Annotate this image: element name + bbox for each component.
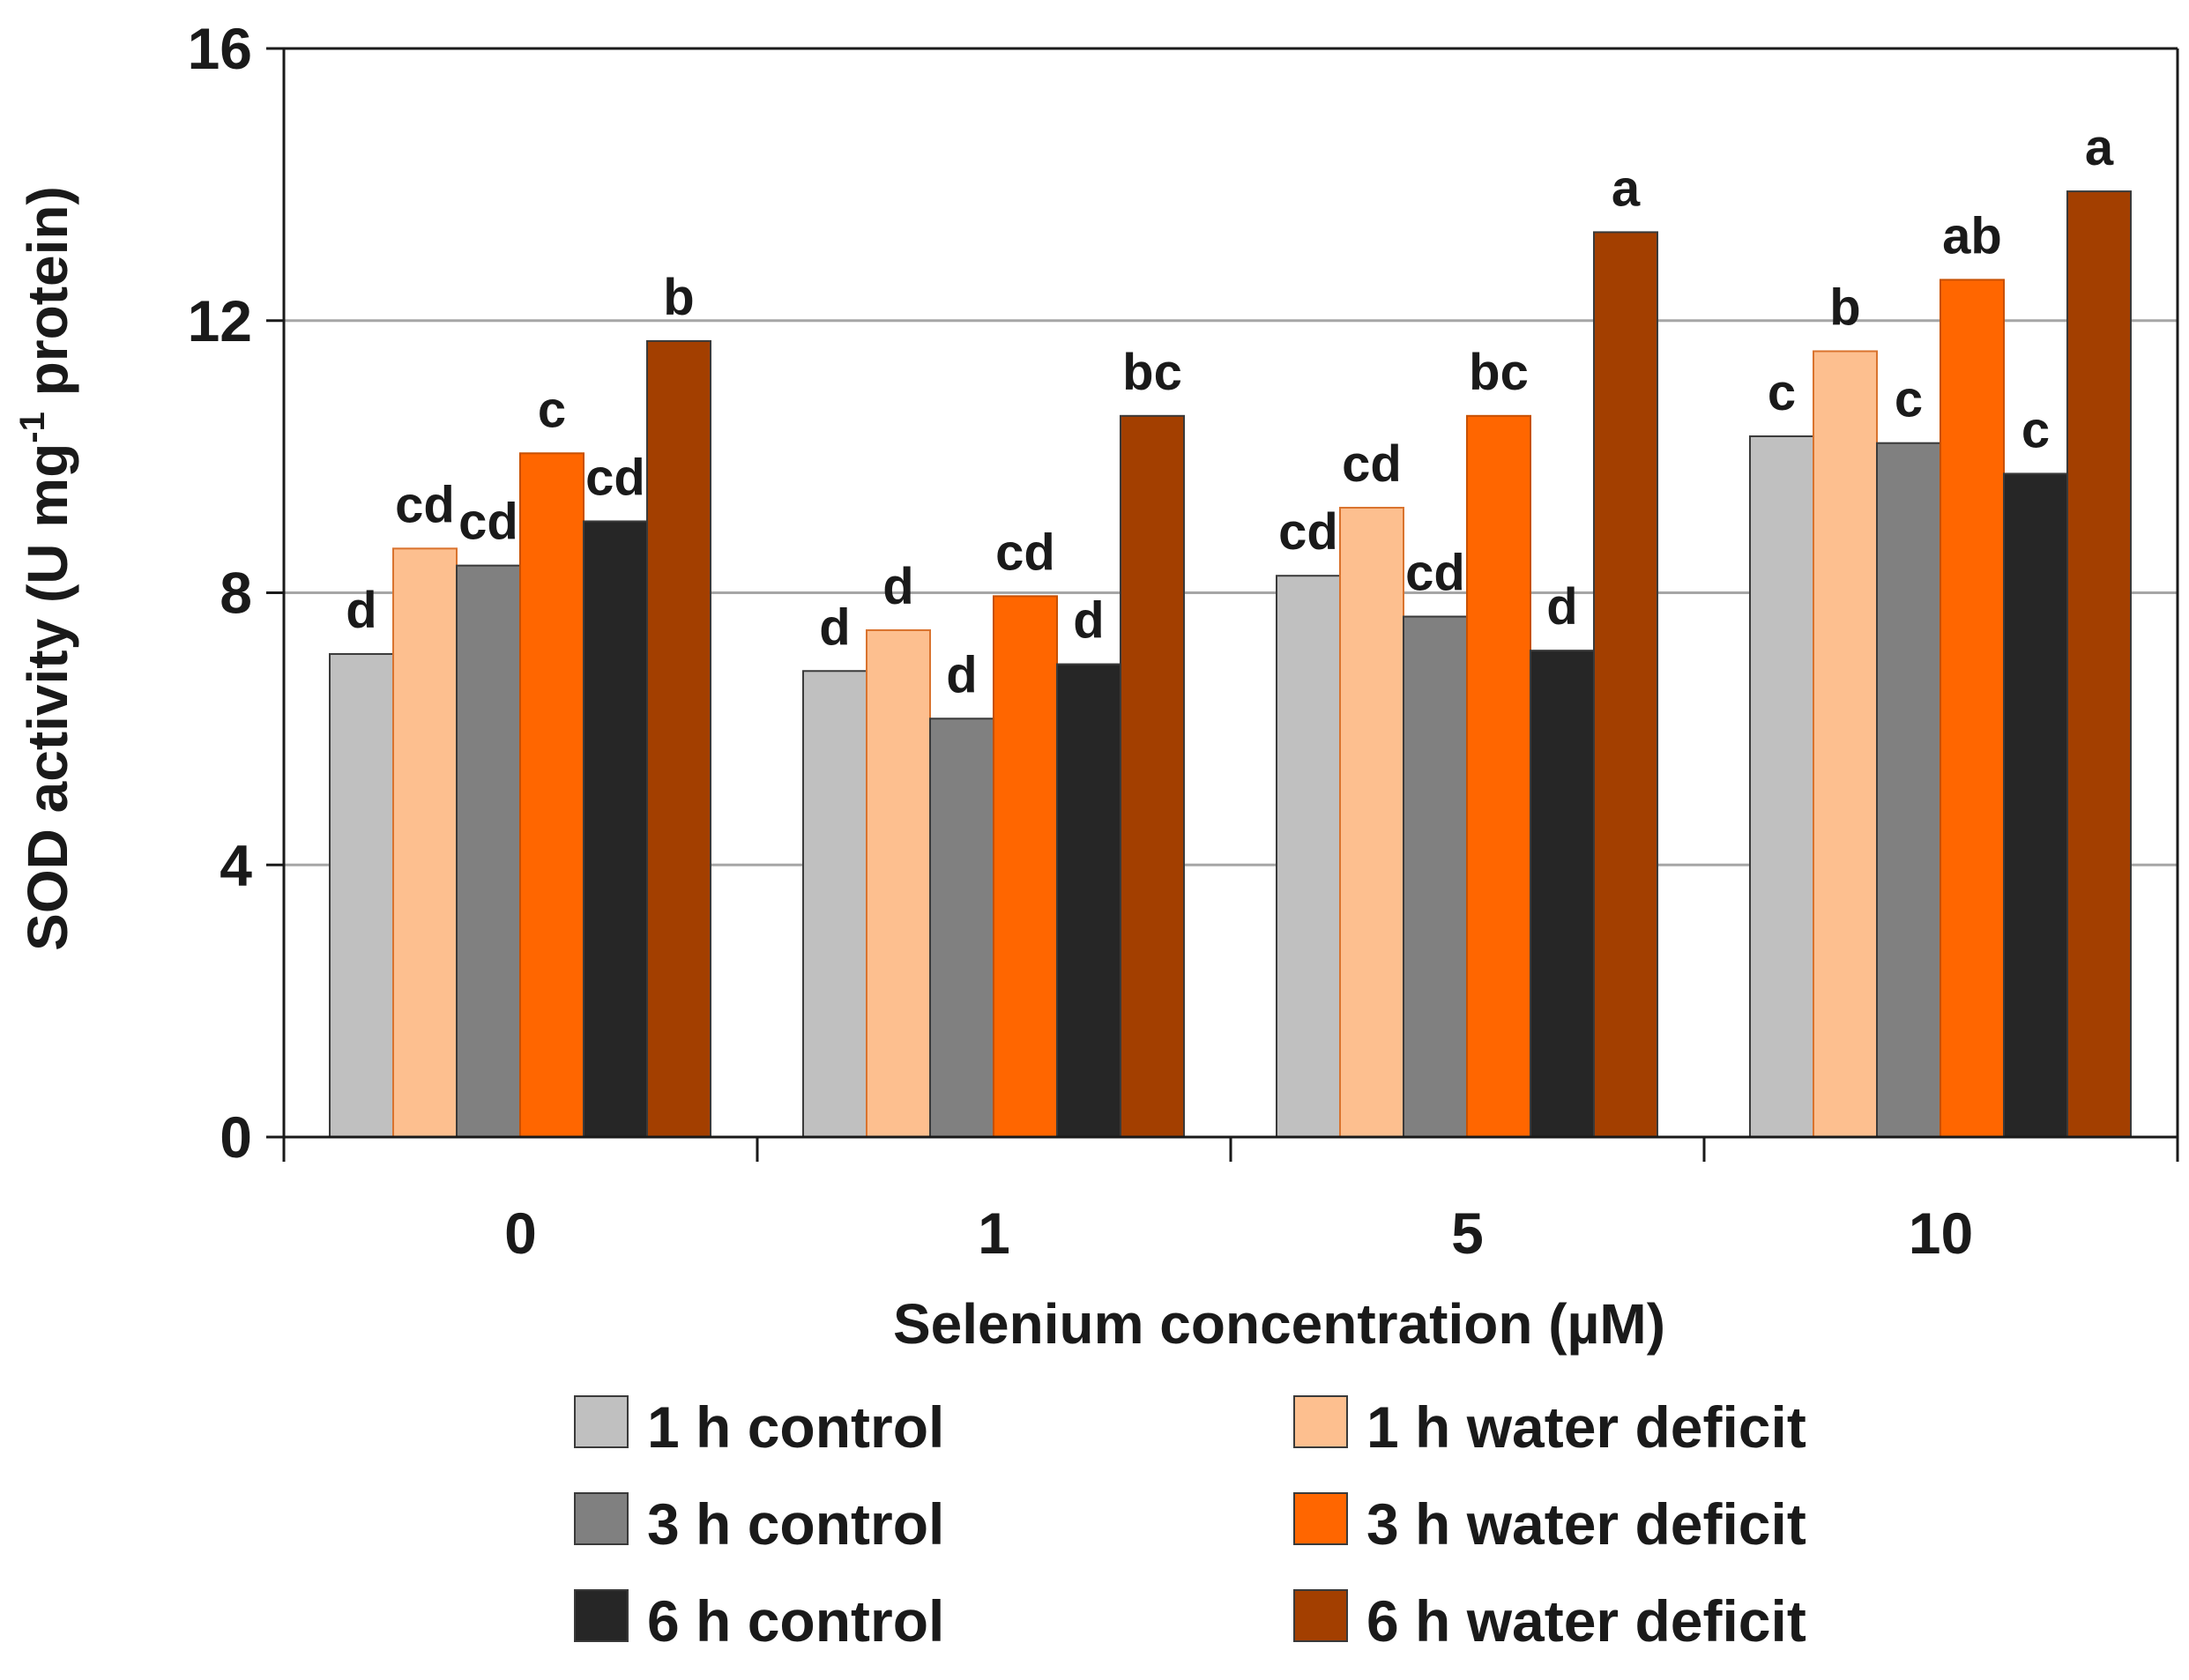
legend-swatch-6-h-water-deficit	[1293, 1589, 1348, 1642]
bar-1-h-control-5	[1276, 575, 1341, 1138]
significance-label: a	[2085, 119, 2114, 176]
significance-label: a	[1612, 160, 1641, 217]
bar-1-h-control-10	[1749, 435, 1814, 1138]
bar-3-h-control-5	[1403, 615, 1468, 1138]
significance-label: d	[946, 646, 977, 703]
bar-1-h-control-1	[802, 670, 867, 1138]
bar-3-h-water-deficit-0	[519, 452, 584, 1138]
y-tick-label: 0	[220, 1104, 252, 1170]
legend: 1 h control 1 h water deficit 3 h control 3…	[574, 1394, 1806, 1654]
x-tick-label: 5	[1451, 1201, 1484, 1266]
y-tick-label: 8	[220, 561, 252, 626]
bar-3-h-control-10	[1876, 442, 1941, 1138]
significance-label: c	[1768, 364, 1796, 421]
bar-6-h-water-deficit-0	[646, 339, 711, 1138]
x-tick-label: 10	[1909, 1201, 1973, 1266]
bar-3-h-control-0	[456, 564, 521, 1138]
legend-label: 6 h control	[647, 1588, 944, 1654]
bar-3-h-water-deficit-5	[1466, 414, 1531, 1138]
y-tick-label: 16	[188, 16, 252, 81]
significance-label: d	[1073, 592, 1104, 650]
y-axis-title-prefix: SOD activity (U mg	[16, 443, 79, 951]
bar-6-h-water-deficit-5	[1593, 231, 1658, 1138]
significance-label: c	[2021, 401, 2050, 458]
legend-label: 1 h control	[647, 1394, 944, 1460]
legend-swatch-3-h-control	[574, 1492, 629, 1545]
legend-swatch-6-h-control	[574, 1589, 629, 1642]
y-axis-title-suffix: protein)	[16, 186, 79, 412]
y-axis-title-superscript: -1	[13, 412, 52, 443]
significance-label: c	[1895, 371, 1923, 428]
bar-3-h-water-deficit-10	[1940, 279, 2005, 1138]
legend-swatch-1-h-control	[574, 1395, 629, 1448]
bar-6-h-control-5	[1530, 650, 1595, 1138]
bars	[329, 190, 2132, 1138]
x-axis-title: Selenium concentration (µM)	[893, 1292, 1665, 1356]
bar-1-h-water-deficit-0	[392, 547, 458, 1138]
significance-label: cd	[1405, 545, 1465, 602]
legend-label: 1 h water deficit	[1366, 1394, 1806, 1460]
significance-label: b	[1829, 279, 1860, 336]
significance-label: d	[1546, 578, 1577, 636]
legend-swatch-3-h-water-deficit	[1293, 1492, 1348, 1545]
bar-6-h-control-0	[583, 520, 648, 1138]
x-tick-label: 1	[978, 1201, 1010, 1266]
bar-1-h-water-deficit-1	[866, 628, 931, 1138]
bar-6-h-water-deficit-10	[2066, 190, 2132, 1138]
significance-label: d	[882, 558, 913, 615]
significance-label: cd	[1278, 503, 1338, 561]
y-axis-title: SOD activity (U mg-1 protein)	[13, 186, 79, 951]
significance-label: ab	[1942, 207, 2002, 264]
bar-1-h-water-deficit-10	[1813, 350, 1878, 1138]
bar-6-h-water-deficit-1	[1120, 414, 1185, 1138]
significance-label: bc	[1122, 344, 1182, 401]
significance-label: c	[538, 381, 566, 438]
significance-label: d	[819, 598, 850, 656]
bar-1-h-control-0	[329, 652, 394, 1138]
bar-3-h-water-deficit-1	[993, 595, 1058, 1138]
legend-label: 3 h water deficit	[1366, 1491, 1806, 1557]
legend-swatch-1-h-water-deficit	[1293, 1395, 1348, 1448]
significance-label: b	[663, 269, 694, 326]
axes: 0 4 8 12 16 0 1 5 10	[188, 16, 2179, 1266]
y-tick-label: 12	[188, 288, 252, 353]
significance-label: bc	[1469, 344, 1529, 401]
bar-6-h-control-10	[2003, 472, 2068, 1138]
significance-label: cd	[1342, 435, 1402, 493]
significance-label: cd	[458, 494, 518, 551]
legend-label: 6 h water deficit	[1366, 1588, 1806, 1654]
y-tick-label: 4	[220, 832, 252, 897]
significance-label: cd	[395, 476, 455, 533]
significance-label: cd	[995, 524, 1055, 581]
bar-1-h-water-deficit-5	[1339, 507, 1404, 1138]
legend-label: 3 h control	[647, 1491, 944, 1557]
significance-label: cd	[585, 449, 645, 506]
bar-3-h-control-1	[929, 717, 994, 1138]
bar-6-h-control-1	[1056, 663, 1121, 1138]
x-tick-label: 0	[504, 1201, 537, 1266]
significance-label: d	[346, 582, 376, 639]
